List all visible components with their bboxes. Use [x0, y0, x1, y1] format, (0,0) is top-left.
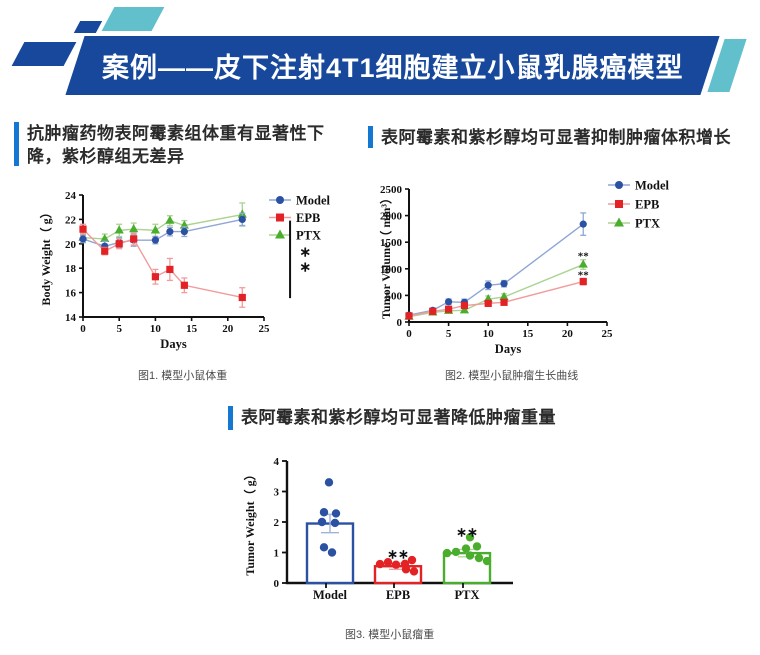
- svg-text:22: 22: [65, 214, 77, 226]
- svg-text:2500: 2500: [380, 184, 403, 196]
- section-bar-icon: [368, 126, 373, 148]
- svg-text:PTX: PTX: [455, 588, 480, 602]
- title-banner: 案例——皮下注射4T1细胞建立小鼠乳腺癌模型: [65, 36, 720, 95]
- page-title: 案例——皮下注射4T1细胞建立小鼠乳腺癌模型: [101, 53, 684, 83]
- svg-text:Tumor Weight（ g）: Tumor Weight（ g）: [242, 468, 257, 575]
- svg-text:25: 25: [602, 328, 614, 340]
- figure3-caption: 图3. 模型小鼠瘤重: [345, 629, 435, 641]
- svg-text:0: 0: [406, 328, 412, 340]
- svg-text:5: 5: [116, 323, 122, 335]
- svg-text:4: 4: [274, 456, 280, 468]
- svg-text:0: 0: [397, 317, 403, 329]
- svg-text:16: 16: [65, 288, 77, 300]
- svg-text:∗∗: ∗∗: [387, 547, 409, 562]
- section-bar-icon: [228, 406, 233, 430]
- svg-text:2: 2: [274, 517, 280, 529]
- svg-text:Model: Model: [296, 194, 331, 208]
- section-header-left: 抗肿瘤药物表阿霉素组体重有显著性下降，紫杉醇组无差异: [14, 122, 344, 168]
- svg-text:20: 20: [222, 323, 234, 335]
- svg-text:5: 5: [446, 328, 452, 340]
- svg-text:500: 500: [386, 290, 403, 302]
- decor-navy-parallelogram-left: [11, 42, 77, 66]
- svg-text:EPB: EPB: [635, 198, 659, 212]
- svg-text:10: 10: [150, 323, 162, 335]
- svg-text:14: 14: [65, 312, 77, 324]
- svg-text:15: 15: [186, 323, 198, 335]
- svg-text:25: 25: [259, 323, 271, 335]
- svg-text:1: 1: [274, 548, 280, 560]
- section-bar-icon: [14, 122, 19, 166]
- svg-text:Days: Days: [495, 342, 522, 356]
- svg-text:Tumor Volume（ mm³）: Tumor Volume（ mm³）: [378, 192, 393, 319]
- svg-text:1000: 1000: [380, 264, 403, 276]
- svg-text:∗: ∗: [299, 261, 311, 276]
- tumor-weight-chart: 0 1 2 3 4 Tumor Weight（ g） Model EPB ∗∗ PTX ∗∗: [242, 456, 513, 602]
- svg-text:∗∗: ∗∗: [456, 525, 478, 540]
- svg-text:PTX: PTX: [635, 217, 660, 231]
- svg-text:0: 0: [80, 323, 86, 335]
- svg-text:EPB: EPB: [296, 211, 320, 225]
- section-title-bottom: 表阿霉素和紫杉醇均可显著降低肿瘤重量: [241, 408, 556, 427]
- figure2-caption: 图2. 模型小鼠肿瘤生长曲线: [445, 370, 579, 382]
- svg-text:Model: Model: [313, 588, 348, 602]
- svg-text:Body Weight（ g）: Body Weight（ g）: [38, 206, 53, 305]
- svg-text:15: 15: [522, 328, 534, 340]
- section-header-right: 表阿霉素和紫杉醇均可显著抑制肿瘤体积增长: [368, 126, 748, 149]
- svg-text:EPB: EPB: [386, 588, 410, 602]
- svg-text:2000: 2000: [380, 211, 403, 223]
- svg-text:∗: ∗: [299, 245, 311, 260]
- svg-text:0: 0: [274, 578, 280, 590]
- svg-text:10: 10: [483, 328, 495, 340]
- svg-text:1500: 1500: [380, 237, 403, 249]
- section-title-left: 抗肿瘤药物表阿霉素组体重有显著性下降，紫杉醇组无差异: [27, 124, 325, 166]
- svg-text:20: 20: [65, 239, 77, 251]
- figure1-caption: 图1. 模型小鼠体重: [138, 370, 228, 382]
- svg-text:**: **: [578, 270, 590, 282]
- svg-text:3: 3: [274, 487, 280, 499]
- svg-text:20: 20: [562, 328, 574, 340]
- svg-text:Days: Days: [160, 337, 187, 351]
- decor-navy-parallelogram-small: [73, 21, 103, 33]
- svg-text:24: 24: [65, 190, 77, 202]
- svg-text:**: **: [578, 251, 590, 263]
- svg-text:PTX: PTX: [296, 229, 321, 243]
- section-header-bottom: 表阿霉素和紫杉醇均可显著降低肿瘤重量: [228, 406, 556, 430]
- decor-teal-parallelogram: [101, 7, 165, 31]
- body-weight-chart: 0 5 10 15 20 25 14 16 18 20 22 24 Days Body Weight（ g…: [38, 190, 331, 351]
- svg-text:Model: Model: [635, 179, 670, 193]
- tumor-volume-chart: 0 5 10 15 20 25 0 500 1000 1500 2000 2500 Days Tumor …: [378, 179, 670, 357]
- section-title-right: 表阿霉素和紫杉醇均可显著抑制肿瘤体积增长: [381, 128, 731, 147]
- svg-text:18: 18: [65, 263, 77, 275]
